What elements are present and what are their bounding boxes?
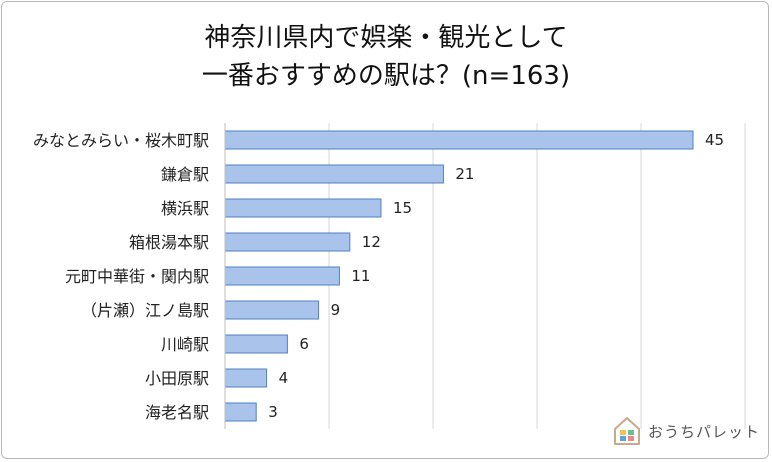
data-label: 12 — [362, 233, 381, 251]
bar — [224, 232, 351, 252]
bar — [224, 300, 320, 320]
category-label: 元町中華街・関内駅 — [65, 267, 209, 286]
chart-title-line1: 神奈川県内で娯楽・観光として — [204, 23, 568, 53]
bar — [224, 164, 444, 184]
bar — [224, 130, 694, 150]
data-label: 15 — [393, 199, 412, 217]
category-label: 海老名駅 — [145, 403, 209, 422]
brand-logo: おうちパレット — [612, 414, 760, 448]
brand-logo-text: おうちパレット — [648, 422, 761, 441]
data-label: 9 — [331, 301, 341, 319]
category-label: 鎌倉駅 — [161, 165, 209, 184]
bar — [224, 334, 288, 354]
bar — [224, 198, 382, 218]
category-label: 川崎駅 — [161, 335, 209, 354]
data-label: 11 — [351, 267, 370, 285]
bar — [224, 368, 268, 388]
bar — [224, 402, 257, 422]
chart-title-line2: 一番おすすめの駅は？(n=163) — [201, 61, 571, 91]
data-label: 6 — [299, 335, 309, 353]
bar — [224, 266, 340, 286]
category-label: 小田原駅 — [145, 369, 209, 388]
category-label: 箱根湯本駅 — [129, 233, 209, 252]
category-label: みなとみらい・桜木町駅 — [33, 131, 209, 150]
data-label: 3 — [268, 403, 278, 421]
data-label: 45 — [705, 131, 724, 149]
category-label: （片瀬）江ノ島駅 — [81, 301, 209, 320]
data-label: 21 — [455, 165, 474, 183]
data-label: 4 — [279, 369, 289, 387]
category-label: 横浜駅 — [161, 199, 209, 218]
house-icon — [614, 417, 640, 445]
